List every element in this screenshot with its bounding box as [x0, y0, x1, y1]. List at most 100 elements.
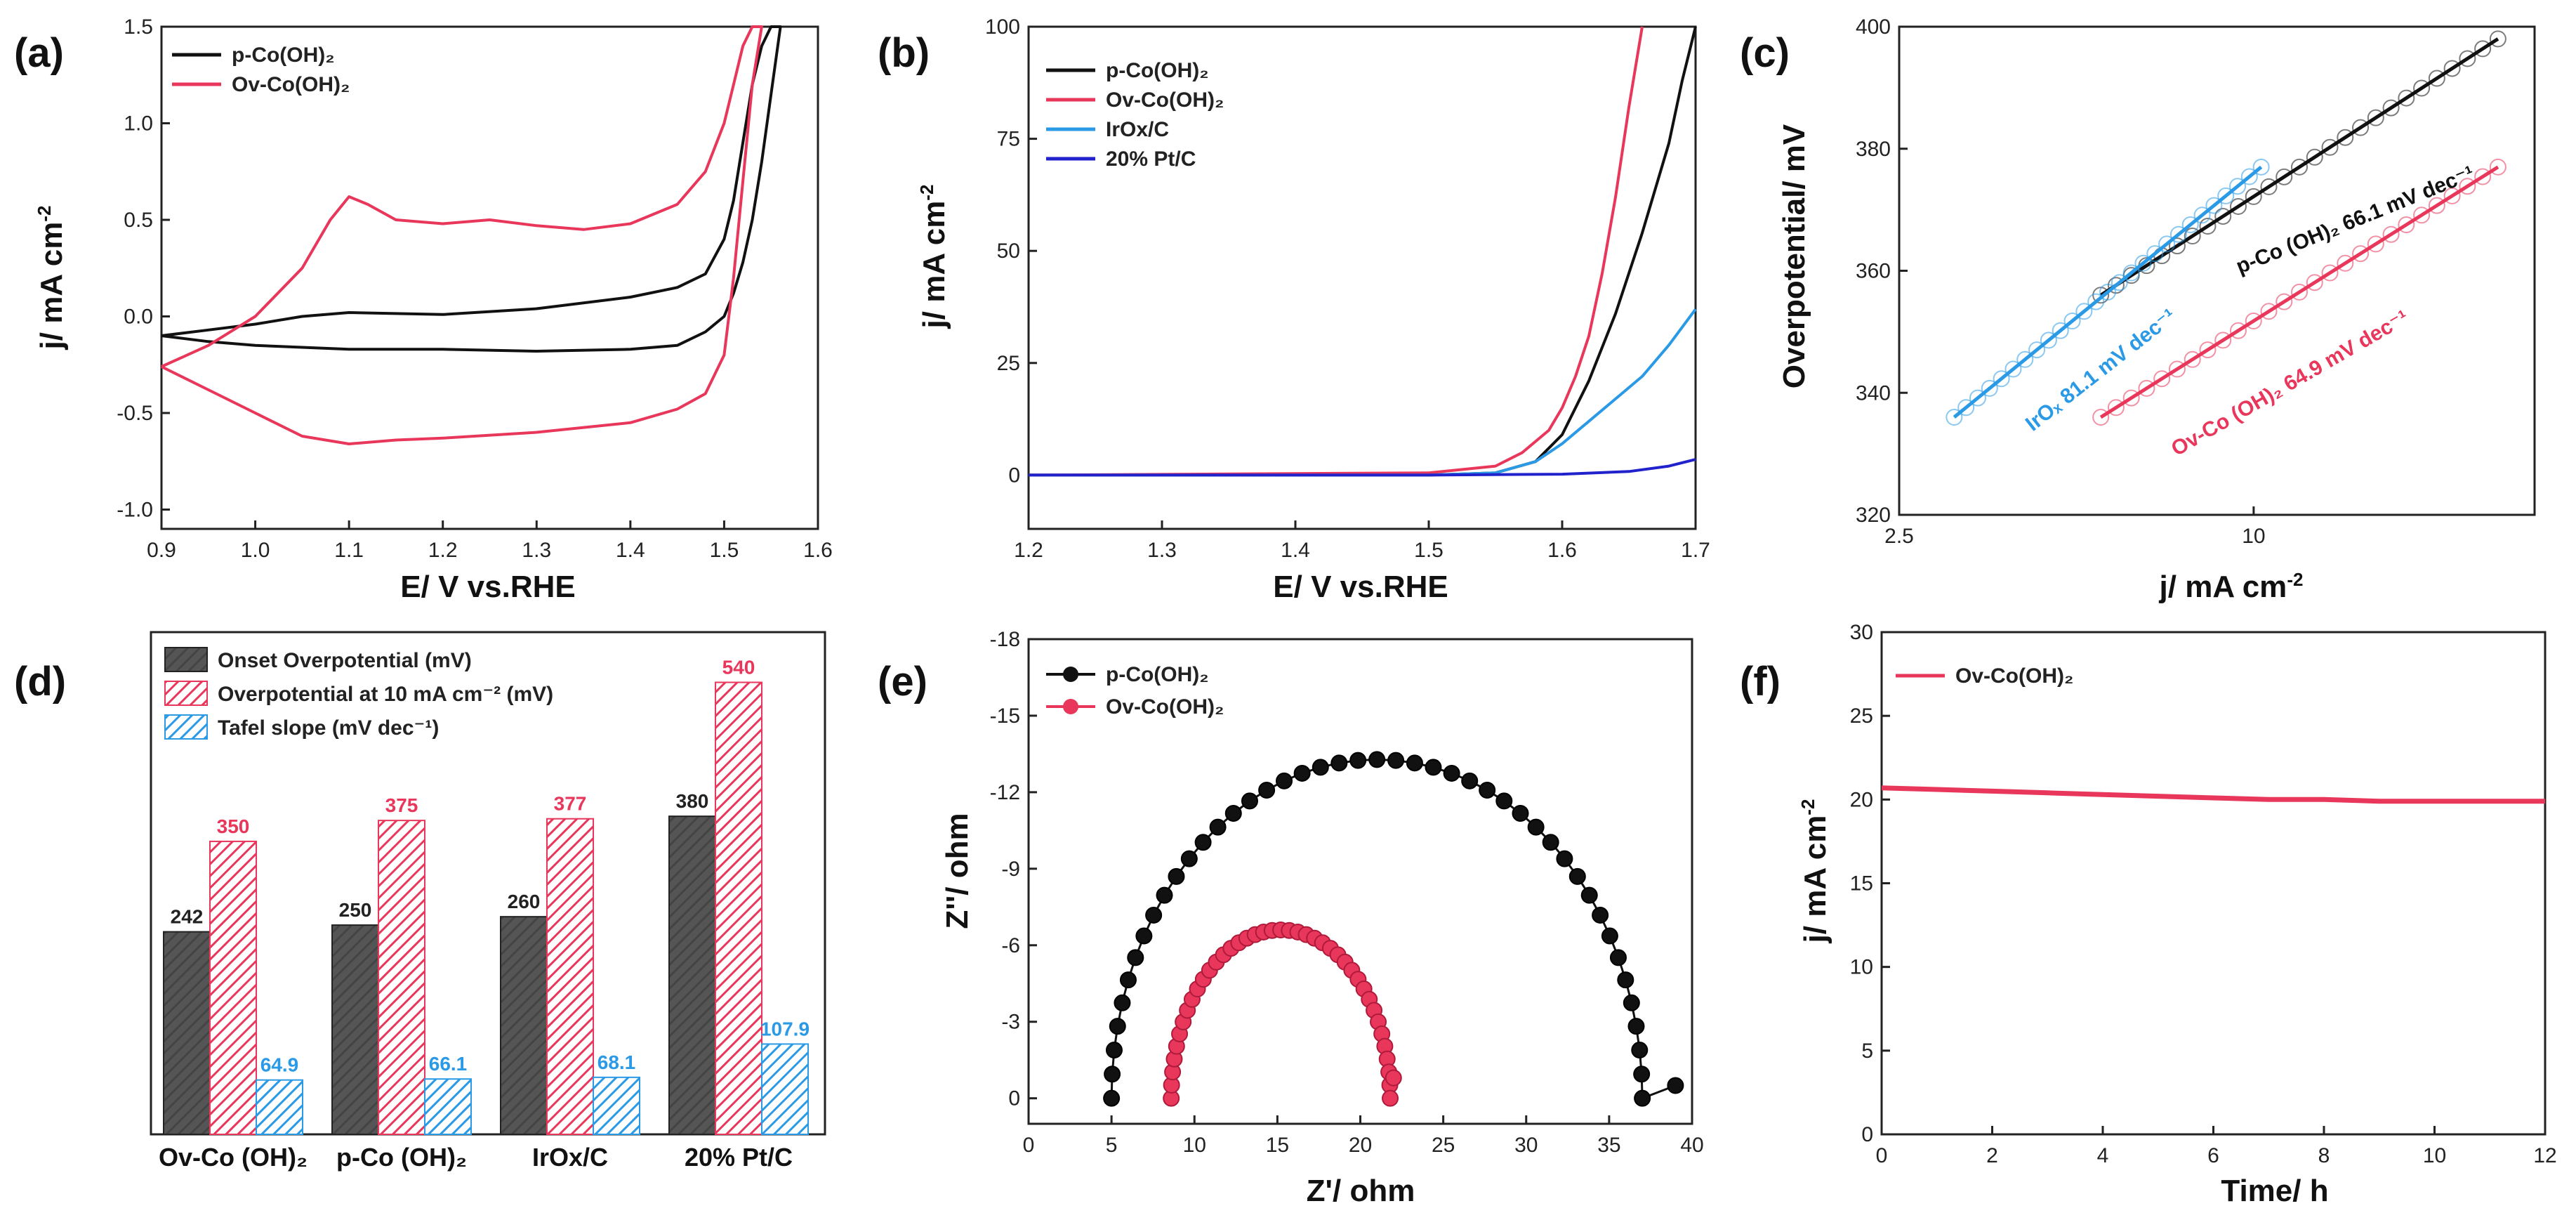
- panel-c-p-co-oh2-point: [2168, 237, 2186, 255]
- panel-b-x-title: E/ V vs.RHE: [1273, 570, 1448, 604]
- panel-e-p-co-oh2-point: [1631, 1042, 1649, 1059]
- panel-e-p-co-oh2-point: [1127, 949, 1144, 966]
- panel-e-p-co-oh2-point: [1512, 804, 1529, 822]
- panel-e-p-co-oh2-point: [1368, 751, 1386, 768]
- panel-c-irox-point: [2063, 313, 2081, 330]
- panel-b-xtick-label: 1.5: [1414, 539, 1444, 562]
- panel-f-ytick-label: 25: [1850, 704, 1873, 728]
- panel-b-xtick-label: 1.7: [1681, 539, 1710, 562]
- panel-c-irox-point: [2134, 254, 2152, 272]
- panel-f-y-title: j/ mA cm-2: [1797, 799, 1832, 944]
- panel-e-p-co-oh2-point: [1479, 781, 1496, 799]
- panel-e-p-co-oh2-point: [1293, 764, 1311, 782]
- panel-c-irox-point: [2052, 322, 2069, 339]
- panel-c-annotation-ov-co-text: Ov-Co (OH)₂ 64.9 mV dec⁻¹: [2167, 306, 2412, 461]
- panel-b-legend-irox-c-label: IrOx/C: [1106, 118, 1169, 141]
- panel-c-ov-co-oh2-point: [2107, 399, 2125, 417]
- panel-c-irox-point: [2004, 360, 2022, 378]
- panel-c-irox-point: [1969, 389, 1986, 407]
- panel-a-legend-p-co-oh2-label: p-Co(OH)₂: [232, 44, 335, 67]
- panel-label-b: (b): [878, 30, 930, 76]
- panel-a-ytick-label: 1.5: [124, 15, 153, 39]
- panel-c-frame: [1898, 25, 2536, 516]
- panel-c-irox-point: [2099, 283, 2116, 301]
- panel-c-p-co-oh2-point: [2337, 129, 2354, 146]
- panel-e-p-co-oh2-point: [1209, 818, 1227, 836]
- panel-a-xtick-label: 1.1: [334, 539, 364, 562]
- panel-e-p-co-oh2-point: [1119, 971, 1137, 989]
- panel-f-ytick-label: 20: [1850, 788, 1873, 811]
- panel-b-xtick-label: 1.4: [1281, 539, 1310, 562]
- panel-f-legend-ov-co-oh2-label: Ov-Co(OH)₂: [1955, 664, 2073, 688]
- panel-f-xtick-label: 10: [2423, 1144, 2446, 1167]
- panel-c-irox-point: [2016, 350, 2034, 368]
- panel-e-legend-label: Ov-Co(OH)₂: [1106, 695, 1224, 719]
- panel-e-p-co-oh2-point: [1104, 1066, 1121, 1083]
- panel-c-irox-point: [1981, 379, 1998, 397]
- panel-e-p-co-oh2-point: [1634, 1089, 1651, 1107]
- panel-c-ov-co-oh2-point: [2337, 254, 2354, 272]
- panel-c-p-co-oh2-point: [2199, 218, 2217, 235]
- panel-f-ytick-label: 0: [1861, 1123, 1873, 1146]
- panel-a-xtick-label: 0.9: [147, 539, 176, 562]
- panel-e-p-co-oh2-point: [1627, 1018, 1645, 1035]
- panel-c-p-co-oh2-point: [2443, 60, 2461, 77]
- panel-d-bar-chart: 242 350 64.9 Ov-Co (OH)₂ 250 375 66.1 p-Co (OH)…: [150, 631, 826, 1172]
- panel-a-series-ov-co-oh2-line: [161, 25, 763, 445]
- panel-c-p-co-oh2-point: [2184, 228, 2201, 245]
- panel-d-bar-2-0: [256, 1079, 303, 1136]
- panel-c-ov-co-oh2-point: [2276, 293, 2293, 310]
- panel-c-p-co-oh2-point: [2474, 40, 2492, 58]
- panel-c-p-co-oh2-point: [2321, 138, 2339, 156]
- panel-a-ytick-label: -1.0: [117, 499, 153, 522]
- panel-e-p-co-oh2-point: [1580, 886, 1598, 904]
- panel-d-legend-swatch: [164, 714, 208, 740]
- svg-text:j/ mA cm-2: j/ mA cm-2: [916, 185, 951, 329]
- panel-c-xtick-label: 2.5: [1884, 525, 1914, 548]
- panel-c-p-co-oh2-point: [2489, 30, 2506, 48]
- panel-c-ov-co-oh2-point: [2321, 264, 2339, 282]
- panel-c-p-co-oh2-point: [2352, 119, 2370, 136]
- panel-c-ov-co-oh2-point: [2138, 379, 2155, 397]
- panel-e-p-co-oh2-point: [1568, 867, 1586, 885]
- panel-d-bar-1-3: [715, 681, 762, 1135]
- panel-c-p-co-oh2-point: [2382, 99, 2400, 117]
- panel-d-legend-label: Onset Overpotential (mV): [218, 649, 472, 672]
- panel-c-ov-co-oh2-point: [2382, 225, 2400, 243]
- panel-e-p-co-oh2-point: [1461, 772, 1479, 789]
- panel-e-p-co-oh2-point: [1617, 971, 1634, 989]
- panel-c-ov-co-oh2-point: [2199, 341, 2217, 359]
- panel-c-irox-point: [2205, 197, 2223, 214]
- panel-f-xtick-label: 12: [2533, 1144, 2556, 1167]
- svg-text:Overpotential/ mV: Overpotential/ mV: [1777, 124, 1811, 388]
- panel-a-xtick-label: 1.2: [428, 539, 458, 562]
- panel-e-p-co-oh2-point: [1114, 994, 1131, 1011]
- panel-c-irox-point: [2075, 303, 2093, 320]
- panel-e-ytick-label: -15: [990, 704, 1020, 728]
- panel-e-x-title: Z'/ ohm: [1307, 1174, 1415, 1208]
- svg-text:j/ mA cm-2: j/ mA cm-2: [34, 206, 69, 350]
- panel-b-series-irox-c-line: [1029, 308, 1697, 477]
- panel-e-p-co-oh2-point: [1145, 906, 1163, 924]
- panel-f-ytick-label: 10: [1850, 956, 1873, 979]
- svg-text:Z''/ ohm: Z''/ ohm: [940, 813, 975, 929]
- panel-e-p-co-oh2-point: [1443, 764, 1460, 782]
- panel-e-p-co-oh2-point: [1601, 927, 1618, 945]
- panel-e-p-co-oh2-point: [1495, 792, 1513, 810]
- panel-e-p-co-oh2-point: [1312, 759, 1329, 776]
- panel-b-ytick-label: 75: [997, 128, 1020, 151]
- panel-c-p-co-oh2-point: [2367, 109, 2384, 126]
- panel-f-ov-co-oh2-line: [1881, 785, 2545, 804]
- panel-c-ov-co-oh2-point: [2153, 370, 2171, 388]
- panel-c-ov-co-oh2-point: [2229, 322, 2247, 339]
- panel-f-xtick-label: 8: [2318, 1144, 2330, 1167]
- panel-e-p-co-oh2-point: [1556, 850, 1573, 867]
- panel-a-xtick-label: 1.6: [803, 539, 833, 562]
- panel-f-xtick-label: 2: [1986, 1144, 1998, 1167]
- panel-e-p-co-oh2-point: [1406, 754, 1423, 772]
- panel-e-y-title: Z''/ ohm: [940, 813, 975, 929]
- panel-c-irox-fit-line: [1953, 165, 2263, 419]
- panel-e-p-co-oh2-point: [1542, 834, 1559, 851]
- panel-d-category-label: Ov-Co (OH)₂: [159, 1143, 308, 1172]
